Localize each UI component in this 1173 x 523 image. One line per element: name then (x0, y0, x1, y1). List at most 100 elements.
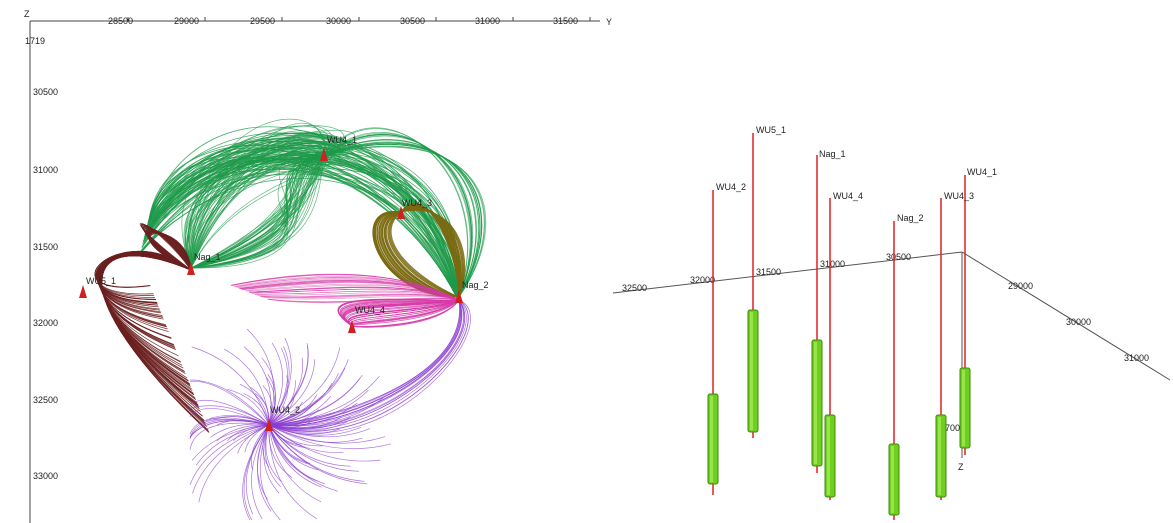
streamline (400, 208, 462, 298)
streamline (246, 424, 270, 515)
well-label: WU5_1 (86, 276, 116, 286)
top-tick-label: 30000 (326, 16, 351, 26)
perspective-tick-label: 29000 (1008, 281, 1033, 291)
streamline (205, 416, 270, 426)
streamline (268, 424, 368, 485)
streamline (268, 359, 349, 426)
streamline (351, 299, 460, 327)
streamline (268, 424, 386, 444)
streamline (239, 383, 270, 426)
well-stick (824, 198, 836, 500)
streamline (351, 299, 460, 328)
streamline (389, 211, 460, 298)
streamline (244, 346, 272, 426)
streamline (346, 299, 460, 327)
streamline (101, 255, 209, 431)
streamline (268, 424, 381, 462)
streamline (139, 223, 192, 271)
streamline (99, 253, 192, 348)
well-label: WU4_1 (327, 135, 357, 145)
top-tick: 28500 (108, 16, 133, 26)
streamline (189, 381, 270, 426)
streamline (235, 277, 460, 301)
streamline (268, 424, 318, 520)
well-marker-icon (265, 418, 273, 431)
map-wells: WU5_1 Nag_1 WU4_1 WU4_3 Nag_2 WU4_4 (79, 135, 489, 431)
well-stick (747, 133, 759, 438)
perspective-tick-label: 32000 (690, 275, 715, 285)
streamline (386, 211, 460, 298)
streamline (268, 299, 461, 426)
streamline (268, 424, 359, 472)
well-stick (888, 221, 900, 520)
well-label: Nag_2 (462, 280, 489, 290)
streamline (268, 424, 322, 503)
top-tick-label: 28500 (108, 16, 133, 26)
top-tick: 29000 (174, 16, 206, 26)
map-well-wu4-2: WU4_2 (265, 405, 300, 431)
top-tick-label: 31000 (475, 16, 500, 26)
streamline (268, 378, 361, 426)
streamline (268, 424, 319, 471)
completion-highlight (710, 396, 713, 482)
perspective-tick-label: 31000 (820, 259, 845, 269)
well-stick (707, 190, 719, 495)
top-tick-label: 31500 (553, 16, 578, 26)
perspective-axis-y (612, 251, 963, 294)
streamline (268, 424, 392, 450)
streamline (144, 227, 192, 271)
streamline (186, 154, 336, 269)
streamline (323, 139, 477, 298)
well-label: WU4_4 (355, 305, 385, 315)
streamline (251, 424, 270, 470)
perspective-tick-label: 30500 (886, 252, 911, 262)
streamline (323, 142, 481, 298)
streamline (268, 367, 346, 426)
streamline (262, 385, 273, 426)
map-well-wu4-3: WU4_3 (397, 198, 432, 219)
streamline (342, 299, 460, 327)
perspective-tick-label: 31500 (756, 267, 781, 277)
streamline (268, 299, 462, 427)
left-tick-label: 32000 (33, 318, 58, 328)
streamline (144, 146, 459, 301)
streamline (226, 388, 270, 426)
streamline (251, 424, 270, 520)
streamline (323, 144, 483, 298)
map-well-wu5-1: WU5_1 (79, 276, 116, 298)
streamline (340, 299, 460, 327)
streamline (148, 231, 192, 271)
streamline (400, 209, 464, 298)
streamline (145, 132, 459, 301)
well-label: WU4_2 (716, 182, 746, 192)
streamline (195, 424, 270, 466)
streamline (343, 299, 460, 327)
map-well-wu4-4: WU4_4 (348, 305, 385, 333)
perspective-tick-label: 32500 (622, 283, 647, 293)
streamline (141, 224, 192, 271)
map-view: Z 1719 Y 28500 29000 29500 30000 30500 3… (24, 9, 612, 523)
well-stick (811, 155, 823, 473)
well-stick (935, 198, 947, 500)
corner-z-label: Z (24, 9, 30, 19)
completion-highlight (814, 342, 817, 464)
left-axis-ticks: 30500 31000 31500 32000 32500 33000 (33, 87, 58, 481)
streamline (189, 419, 270, 438)
streamline (101, 254, 200, 408)
streamline (268, 375, 289, 426)
streamline (387, 211, 460, 298)
well-label: WU4_3 (944, 191, 974, 201)
streamline (96, 251, 192, 301)
streamline (400, 204, 460, 298)
well-label: Nag_1 (819, 149, 846, 159)
streamline (257, 292, 460, 301)
streamline (198, 424, 270, 503)
streamline (249, 287, 460, 301)
streamline (140, 223, 192, 271)
streamline (146, 229, 192, 271)
well-marker-icon (79, 285, 87, 298)
streamline (337, 298, 460, 327)
well-label: WU4_4 (833, 191, 863, 201)
well-label: WU4_1 (967, 167, 997, 177)
